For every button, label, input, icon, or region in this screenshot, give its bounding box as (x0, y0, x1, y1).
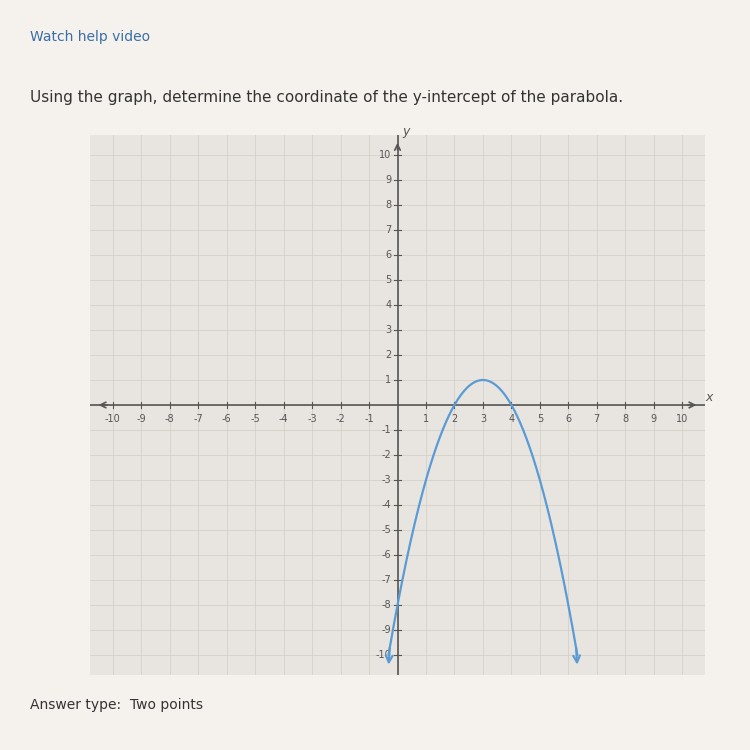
Text: 2: 2 (452, 414, 458, 424)
Text: 10: 10 (676, 414, 688, 424)
Text: -8: -8 (382, 600, 392, 610)
Text: 4: 4 (385, 300, 392, 310)
Text: 5: 5 (537, 414, 543, 424)
Text: -1: -1 (364, 414, 374, 424)
Text: -4: -4 (279, 414, 289, 424)
Text: -4: -4 (382, 500, 392, 510)
Text: -2: -2 (382, 450, 392, 460)
Text: -5: -5 (382, 525, 392, 535)
Text: 3: 3 (480, 414, 486, 424)
Text: Using the graph, determine the coordinate of the y-intercept of the parabola.: Using the graph, determine the coordinat… (30, 90, 623, 105)
Text: -2: -2 (336, 414, 346, 424)
Text: 6: 6 (385, 250, 392, 260)
Text: x: x (705, 391, 712, 404)
Text: -5: -5 (251, 414, 260, 424)
Text: Watch help video: Watch help video (30, 30, 150, 44)
Text: 8: 8 (622, 414, 628, 424)
Text: -3: -3 (308, 414, 317, 424)
Text: y: y (402, 124, 410, 137)
Text: -10: -10 (376, 650, 392, 660)
Text: 5: 5 (385, 275, 392, 285)
Text: 1: 1 (385, 375, 392, 385)
Text: -8: -8 (165, 414, 175, 424)
Text: 4: 4 (509, 414, 515, 424)
Text: 1: 1 (423, 414, 429, 424)
Text: -10: -10 (105, 414, 121, 424)
Text: 7: 7 (385, 225, 392, 235)
Text: -6: -6 (222, 414, 232, 424)
Text: -1: -1 (382, 425, 392, 435)
Text: -9: -9 (382, 625, 392, 635)
Text: 9: 9 (651, 414, 657, 424)
Text: Answer type:  Two points: Answer type: Two points (30, 698, 203, 712)
Text: -7: -7 (194, 414, 203, 424)
Text: -6: -6 (382, 550, 392, 560)
Text: 7: 7 (594, 414, 600, 424)
Text: -3: -3 (382, 475, 392, 485)
Text: 3: 3 (385, 325, 392, 335)
Text: -7: -7 (382, 575, 392, 585)
Text: 2: 2 (385, 350, 392, 360)
Text: 9: 9 (385, 175, 392, 185)
Text: 6: 6 (566, 414, 572, 424)
Text: 8: 8 (385, 200, 392, 210)
Text: 10: 10 (379, 150, 392, 160)
Text: -9: -9 (136, 414, 146, 424)
